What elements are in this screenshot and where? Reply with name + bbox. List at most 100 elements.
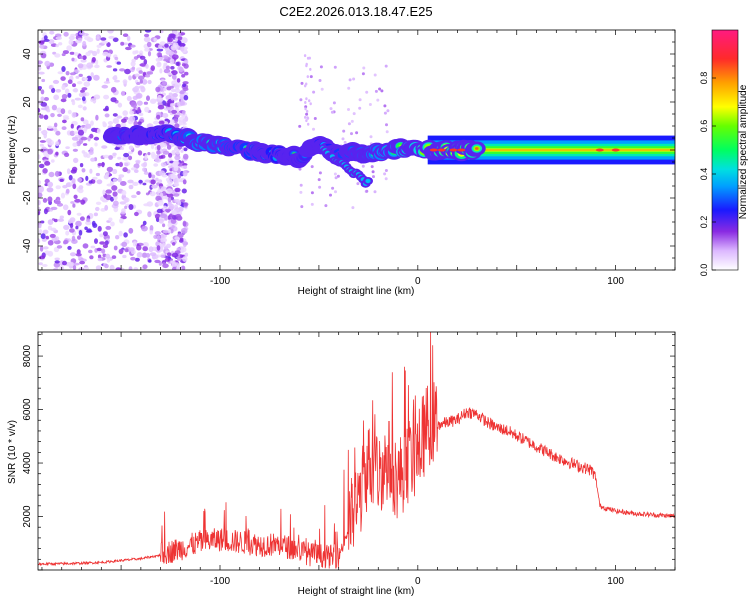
noise-speck (330, 110, 334, 114)
noise-speck (93, 136, 100, 141)
noise-speck (119, 218, 124, 224)
noise-speck (97, 225, 102, 232)
colorbar-tick-label: 0.2 (699, 216, 709, 229)
noise-speck (183, 147, 188, 152)
spectrogram-ylabel: Frequency (Hz) (7, 116, 18, 185)
noise-speck (89, 168, 93, 174)
noise-speck (141, 252, 148, 258)
noise-speck (63, 117, 70, 120)
noise-speck (55, 185, 61, 190)
noise-speck (137, 106, 141, 113)
noise-speck (151, 174, 156, 179)
noise-speck (72, 142, 78, 147)
noise-speck (352, 77, 356, 81)
noise-speck (108, 35, 115, 39)
noise-speck (86, 75, 92, 82)
noise-speck (118, 162, 123, 168)
noise-speck (171, 109, 178, 114)
noise-speck (49, 30, 55, 35)
noise-speck (176, 266, 183, 270)
noise-speck (72, 183, 77, 190)
noise-speck (97, 162, 103, 167)
noise-speck (128, 266, 133, 270)
noise-speck (169, 58, 175, 65)
noise-speck (106, 166, 114, 173)
noise-speck (47, 125, 53, 129)
noise-speck (115, 235, 120, 240)
colorbar-tick-label: 0.4 (699, 168, 709, 181)
noise-speck (157, 199, 164, 206)
noise-speck (82, 92, 87, 97)
ridge-blob (475, 147, 479, 150)
noise-speck (139, 63, 146, 67)
noise-speck (58, 42, 63, 46)
noise-speck (131, 58, 136, 63)
noise-speck (95, 265, 102, 270)
noise-speck (163, 87, 167, 92)
noise-speck (332, 101, 336, 105)
noise-speck (156, 208, 163, 214)
noise-speck (74, 198, 81, 203)
noise-speck (306, 56, 310, 60)
noise-speck (176, 247, 181, 252)
noise-speck (180, 32, 186, 36)
noise-speck (112, 178, 117, 182)
noise-speck (299, 190, 303, 194)
noise-speck (121, 90, 125, 97)
noise-speck (144, 33, 150, 38)
noise-speck (100, 196, 105, 202)
noise-speck (43, 97, 50, 101)
noise-speck (145, 64, 149, 69)
noise-speck (43, 35, 48, 40)
noise-speck (62, 260, 67, 266)
noise-speck (303, 54, 307, 58)
noise-speck (165, 65, 170, 70)
noise-speck (160, 213, 167, 219)
y-tick-label: 40 (22, 48, 33, 60)
noise-speck (53, 128, 58, 132)
noise-speck (38, 127, 42, 131)
noise-speck (136, 100, 143, 106)
noise-speck (127, 151, 133, 155)
noise-speck (149, 191, 156, 197)
noise-speck (309, 67, 312, 71)
noise-speck (173, 193, 180, 197)
noise-speck (108, 217, 113, 222)
noise-speck (112, 68, 118, 72)
snr-frame (37, 331, 676, 571)
noise-speck (175, 213, 182, 218)
noise-speck (52, 79, 60, 84)
noise-speck (38, 200, 41, 206)
noise-speck (61, 93, 68, 100)
noise-speck (167, 222, 172, 228)
noise-speck (116, 61, 122, 65)
noise-speck (73, 262, 80, 266)
noise-speck (178, 66, 184, 73)
noise-speck (172, 266, 177, 270)
noise-speck (139, 50, 144, 56)
noise-speck (82, 119, 89, 125)
noise-speck (120, 41, 125, 46)
noise-speck (70, 169, 77, 174)
noise-speck (102, 121, 106, 125)
y-tick-label: 0 (22, 147, 33, 153)
noise-speck (48, 85, 53, 90)
noise-speck (89, 255, 94, 260)
noise-speck (170, 196, 174, 201)
noise-speck (54, 200, 61, 205)
y-tick-label: -20 (22, 190, 33, 205)
colorbar-ticks: 0.0 0.2 0.4 0.6 0.8 (699, 72, 716, 276)
noise-speck (40, 107, 48, 111)
noise-speck (90, 98, 96, 103)
noise-speck (140, 86, 146, 93)
noise-speck (149, 252, 157, 256)
snr-plot-area (38, 332, 675, 570)
snr-xlabel: Height of straight line (km) (298, 586, 415, 597)
noise-speck (82, 40, 87, 47)
colorbar-tick-label: 0.6 (699, 120, 709, 133)
noise-speck (124, 68, 131, 75)
noise-speck (72, 88, 79, 93)
noise-speck (171, 149, 176, 156)
noise-speck (63, 31, 69, 37)
noise-speck (181, 63, 186, 67)
